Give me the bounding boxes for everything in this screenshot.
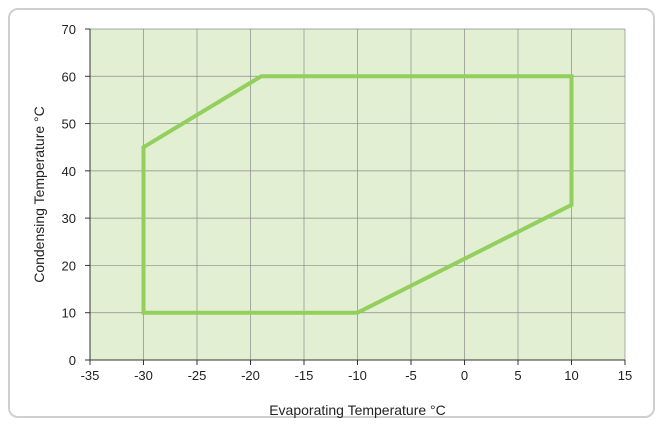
x-axis-ticks: -35 -30 -25 -20 -15 -10 -5 0 5 10 15 xyxy=(81,360,632,383)
x-tick-label: -20 xyxy=(241,368,260,383)
y-axis-ticks: 0 10 20 30 40 50 60 70 xyxy=(62,22,90,368)
x-tick-label: 5 xyxy=(514,368,521,383)
x-tick-label: 15 xyxy=(618,368,632,383)
x-tick-label: 10 xyxy=(564,368,578,383)
x-tick-label: -35 xyxy=(81,368,100,383)
y-tick-label: 20 xyxy=(62,258,76,273)
y-axis-title: Condensing Temperature °C xyxy=(31,106,47,283)
x-tick-label: -25 xyxy=(188,368,207,383)
x-tick-label: 0 xyxy=(461,368,468,383)
x-tick-label: -10 xyxy=(348,368,367,383)
y-tick-label: 50 xyxy=(62,117,76,132)
y-tick-label: 0 xyxy=(69,353,76,368)
x-tick-label: -15 xyxy=(295,368,314,383)
y-tick-label: 70 xyxy=(62,22,76,37)
y-tick-label: 30 xyxy=(62,211,76,226)
x-tick-label: -5 xyxy=(405,368,417,383)
x-tick-label: -30 xyxy=(134,368,153,383)
series-layer xyxy=(141,74,574,315)
y-tick-label: 60 xyxy=(62,69,76,84)
y-tick-label: 40 xyxy=(62,164,76,179)
x-axis-title: Evaporating Temperature °C xyxy=(269,402,446,418)
y-tick-label: 10 xyxy=(62,306,76,321)
